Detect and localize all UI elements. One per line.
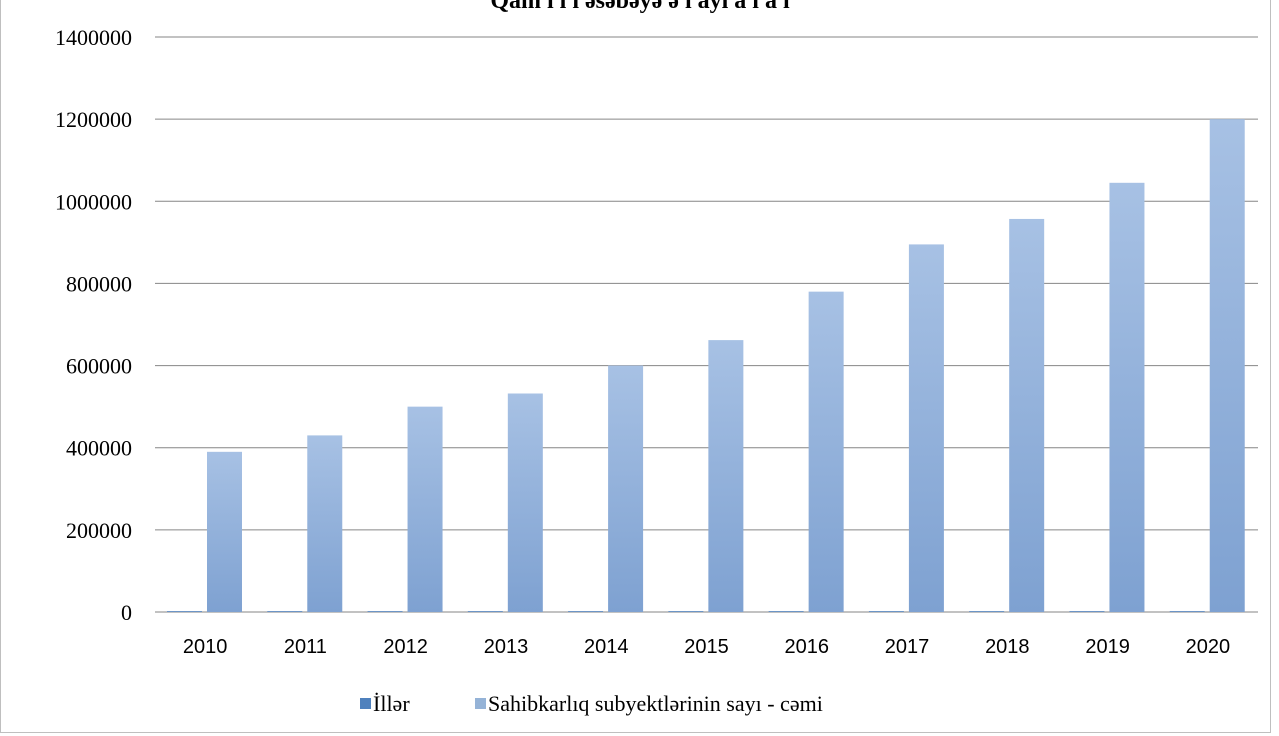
- bar-illar-2011: [267, 611, 303, 612]
- bar-illar-2010: [167, 611, 202, 612]
- bar-sahibkarliq-2017: [908, 244, 944, 613]
- legend: İllər Sahibkarlıq subyektlərinin sayı - c…: [360, 691, 823, 716]
- bar-sahibkarliq-2010: [207, 451, 242, 612]
- legend-swatch: [475, 698, 486, 709]
- bar-illar-2014: [568, 611, 604, 612]
- bar-sahibkarliq-2012: [407, 406, 443, 612]
- x-tick-label: 2020: [1186, 636, 1231, 658]
- bar-illar-2013: [467, 611, 503, 612]
- y-tick-label: 400000: [66, 436, 132, 461]
- bar-illar-2017: [868, 611, 904, 612]
- x-tick-label: 2016: [785, 636, 830, 658]
- bar-sahibkarliq-2015: [708, 340, 744, 612]
- bar-illar-2012: [367, 611, 403, 612]
- y-tick-label: 600000: [66, 354, 132, 379]
- bar-illar-2016: [768, 611, 804, 612]
- y-tick-label: 1200000: [55, 107, 132, 132]
- bar-sahibkarliq-2011: [307, 435, 343, 612]
- x-tick-label: 2011: [284, 636, 327, 658]
- bar-sahibkarliq-2014: [608, 365, 644, 612]
- legend-swatch: [360, 698, 371, 709]
- bar-sahibkarliq-2013: [507, 393, 543, 612]
- x-tick-label: 2018: [985, 636, 1030, 658]
- chart-title: Qam ı ı ı əsəbəyə ə ı ayı a ı a ı: [490, 0, 790, 14]
- bar-sahibkarliq-2016: [808, 291, 844, 612]
- x-tick-label: 2012: [383, 636, 428, 658]
- bar-sahibkarliq-2018: [1009, 218, 1045, 613]
- y-tick-label: 1000000: [55, 189, 132, 214]
- y-axis: 0 200000 400000 600000 800000 1000000 1200000 1…: [55, 25, 132, 625]
- y-tick-label: 0: [121, 600, 132, 625]
- y-tick-label: 1400000: [55, 25, 132, 50]
- bar-illar-2019: [1069, 611, 1105, 612]
- x-tick-label: 2015: [684, 636, 729, 658]
- y-tick-label: 800000: [66, 271, 132, 296]
- x-tick-label: 2010: [183, 636, 228, 658]
- legend-label: Sahibkarlıq subyektlərinin sayı - cəmi: [488, 691, 823, 716]
- legend-label: İllər: [373, 691, 410, 716]
- bars: [167, 119, 1245, 613]
- x-axis: 2010 2011 2012 2013 2014 2015 2016 2017 2018 2019…: [183, 636, 1230, 658]
- x-tick-label: 2013: [484, 636, 529, 658]
- bar-sahibkarliq-2019: [1109, 182, 1145, 612]
- bar-sahibkarliq-2020: [1209, 119, 1245, 613]
- y-tick-label: 200000: [66, 518, 132, 543]
- bar-illar-2018: [969, 611, 1005, 612]
- bar-illar-2020: [1169, 611, 1205, 612]
- x-tick-label: 2019: [1085, 636, 1130, 658]
- x-tick-label: 2017: [885, 636, 930, 658]
- x-tick-label: 2014: [584, 636, 629, 658]
- bar-illar-2015: [668, 611, 704, 612]
